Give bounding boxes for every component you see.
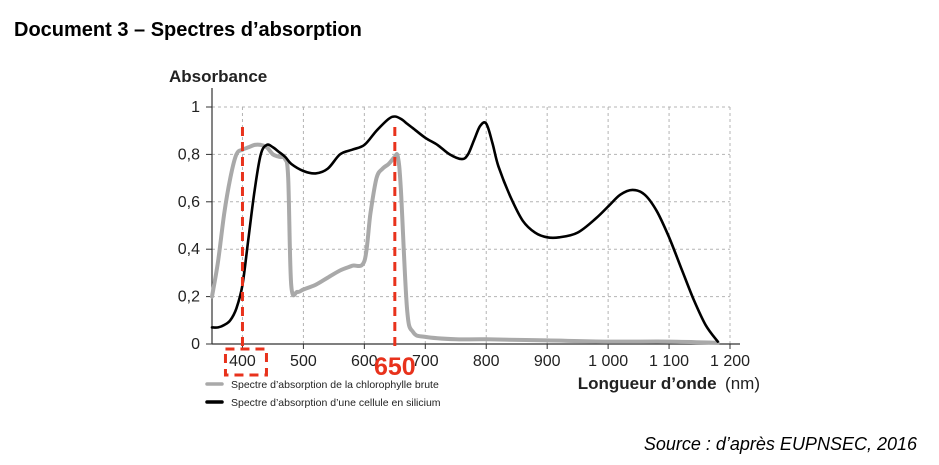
chart-legend: Spectre d’absorption de la chlorophylle …	[205, 379, 441, 409]
chart-series	[210, 115, 720, 345]
y-tick-label: 1	[191, 99, 200, 116]
y-tick-label: 0,6	[178, 194, 200, 211]
y-axis-title: Absorbance	[169, 67, 267, 86]
x-tick-labels: 400 500 600 700 800 900 1 000 1 100 1 200	[229, 353, 750, 370]
x-tick-label: 700	[412, 353, 439, 370]
x-tick-label: 1 200	[710, 353, 750, 370]
annotation-label-650: 650	[374, 353, 416, 381]
x-tick-label: 800	[473, 353, 500, 370]
dashed-box-400	[223, 347, 268, 377]
chlorophyll-series-line	[210, 142, 720, 345]
legend-label: Spectre d’absorption d’une cellule en si…	[231, 397, 441, 409]
y-tick-label: 0,2	[178, 289, 200, 306]
x-tick-label: 1 100	[649, 353, 689, 370]
chart-background	[160, 58, 780, 420]
x-axis-title: Longueur d’onde	[578, 374, 717, 393]
absorption-spectra-chart: 0 0,2 0,4 0,6 0,8 1 400 500 600 700 800 900 1 000 1 …	[160, 58, 780, 420]
x-tick-label: 600	[351, 353, 378, 370]
x-tick-label: 400	[229, 353, 256, 370]
chart-annotations: 650	[223, 127, 416, 381]
x-tick-label: 500	[290, 353, 317, 370]
x-tick-label: 900	[534, 353, 561, 370]
silicon-series-line	[210, 115, 720, 343]
y-tick-label: 0,8	[178, 146, 200, 163]
chart-gridlines	[212, 106, 731, 344]
y-tick-label: 0	[191, 336, 200, 353]
y-tick-labels: 0 0,2 0,4 0,6 0,8 1	[178, 99, 200, 353]
x-axis-title-group: Longueur d’onde (nm)	[578, 374, 760, 393]
document-title: Document 3 – Spectres d’absorption	[14, 19, 362, 41]
x-axis-unit: (nm)	[725, 374, 760, 393]
y-tick-label: 0,4	[178, 241, 200, 258]
x-tick-label: 1 000	[588, 353, 628, 370]
legend-label: Spectre d’absorption de la chlorophylle …	[231, 379, 439, 391]
source-caption: Source : d’après EUPNSEC, 2016	[643, 434, 917, 454]
